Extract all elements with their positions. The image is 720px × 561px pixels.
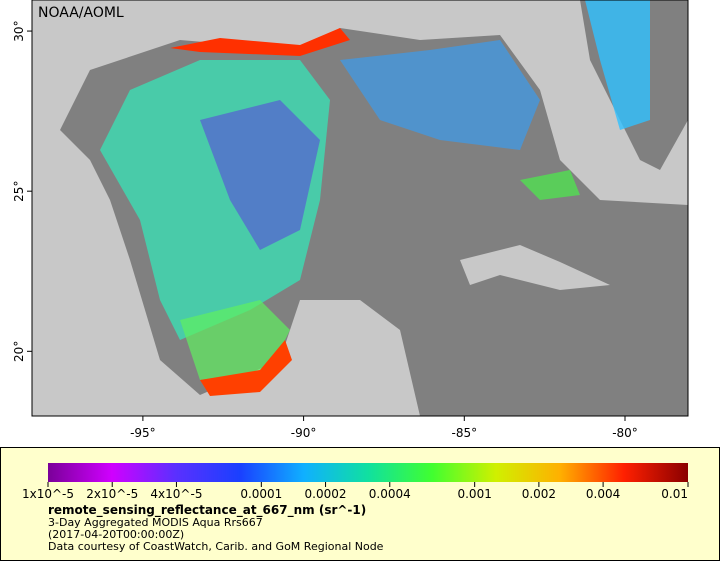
x-tick-label: -95° bbox=[130, 426, 156, 440]
map-imagery bbox=[32, 0, 688, 416]
legend-title: remote_sensing_reflectance_at_667_nm (sr… bbox=[48, 503, 366, 518]
legend-line: (2017-04-20T00:00:00Z) bbox=[48, 528, 184, 541]
colorbar-ticks: 1x10^-5 2x10^-5 4x10^-5 0.0001 0.0002 0.0004 0… bbox=[22, 482, 689, 501]
axes: -95° -90° -85° -80° 20° 25° 30° bbox=[12, 20, 638, 440]
y-tick-label: 30° bbox=[12, 20, 26, 41]
colorbar-tick-label: 0.002 bbox=[522, 487, 556, 501]
map-frame bbox=[31, 0, 689, 417]
colorbar-tick-label: 0.001 bbox=[457, 487, 491, 501]
credit: NOAA/AOML bbox=[38, 5, 124, 21]
colorbar-tick-label: 0.004 bbox=[586, 487, 620, 501]
x-tick-label: -85° bbox=[451, 426, 477, 440]
y-tick-label: 20° bbox=[12, 341, 26, 362]
x-tick-label: -90° bbox=[291, 426, 317, 440]
colorbar-tick-label: 0.0004 bbox=[369, 487, 411, 501]
colorbar-tick-label: 0.0001 bbox=[240, 487, 282, 501]
colorbar-tick-label: 4x10^-5 bbox=[150, 487, 202, 501]
colorbar bbox=[48, 463, 688, 482]
legend-line: Data courtesy of CoastWatch, Carib. and … bbox=[48, 540, 384, 553]
colorbar-tick-label: 0.01 bbox=[661, 487, 688, 501]
legend-line: 3-Day Aggregated MODIS Aqua Rrs667 bbox=[48, 516, 263, 529]
y-tick-label: 25° bbox=[12, 181, 26, 202]
x-tick-label: -80° bbox=[612, 426, 638, 440]
colorbar-tick-label: 1x10^-5 bbox=[22, 487, 74, 501]
colorbar-tick-label: 2x10^-5 bbox=[86, 487, 138, 501]
colorbar-tick-label: 0.0002 bbox=[305, 487, 347, 501]
